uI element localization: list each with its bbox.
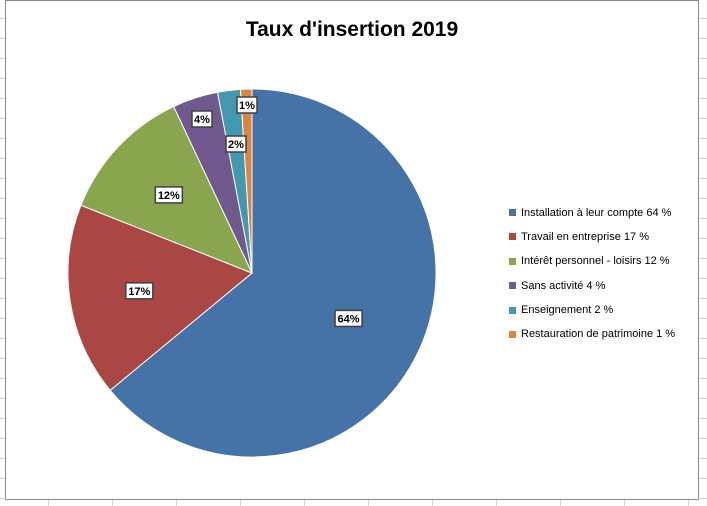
- data-label-text: 17%: [128, 286, 150, 298]
- data-label: 17%: [125, 282, 154, 300]
- legend-label: Restauration de patrimoine 1 %: [521, 328, 676, 341]
- legend-label: Sans activité 4 %: [521, 279, 606, 292]
- data-label-text: 1%: [239, 100, 255, 112]
- data-label-text: 12%: [158, 190, 180, 202]
- legend-label: Enseignement 2 %: [521, 304, 614, 317]
- legend-item: Travail en entreprise 17 %: [509, 229, 675, 244]
- data-label-box: [236, 96, 258, 114]
- legend-item: Restauration de patrimoine 1 %: [509, 327, 675, 342]
- legend-item: Sans activité 4 %: [509, 278, 675, 293]
- data-label-text: 4%: [194, 114, 210, 126]
- pie-slice[interactable]: [109, 88, 437, 458]
- data-label: 12%: [154, 186, 184, 204]
- legend-item: Installation à leur compte 64 %: [509, 205, 675, 220]
- legend-item: Enseignement 2 %: [509, 303, 675, 318]
- data-label-box: [225, 135, 247, 153]
- data-label-box: [125, 282, 154, 300]
- legend-swatch: [509, 306, 516, 314]
- data-label-text: 2%: [228, 139, 244, 151]
- chart-title: Taux d'insertion 2019: [245, 18, 459, 41]
- pie-chart: 64% 17% 12% 4% 2% 1%: [67, 88, 437, 458]
- data-label-text: 64%: [338, 313, 360, 325]
- legend-swatch: [509, 233, 516, 241]
- legend-label: Travail en entreprise 17 %: [521, 230, 649, 243]
- chart-area[interactable]: Taux d'insertion 2019 64% 17% 12% 4% 2% 1% In…: [5, 0, 699, 500]
- legend: Installation à leur compte 64 % Travail e…: [509, 205, 675, 351]
- legend-swatch: [509, 282, 516, 290]
- legend-label: Intérêt personnel - loisirs 12 %: [521, 255, 670, 268]
- data-label-box: [334, 309, 363, 328]
- data-label: 64%: [334, 309, 363, 328]
- data-label: 2%: [225, 135, 247, 153]
- legend-swatch: [509, 257, 516, 265]
- legend-swatch: [509, 330, 516, 338]
- pie-slice[interactable]: [239, 88, 253, 274]
- legend-label: Installation à leur compte 64 %: [521, 206, 672, 219]
- pie-slice[interactable]: [67, 204, 253, 391]
- legend-swatch: [509, 209, 516, 216]
- data-label-box: [154, 186, 184, 204]
- legend-item: Intérêt personnel - loisirs 12 %: [509, 254, 675, 269]
- data-label-box: [191, 110, 213, 128]
- data-label: 4%: [191, 110, 213, 128]
- data-label: 1%: [236, 96, 258, 114]
